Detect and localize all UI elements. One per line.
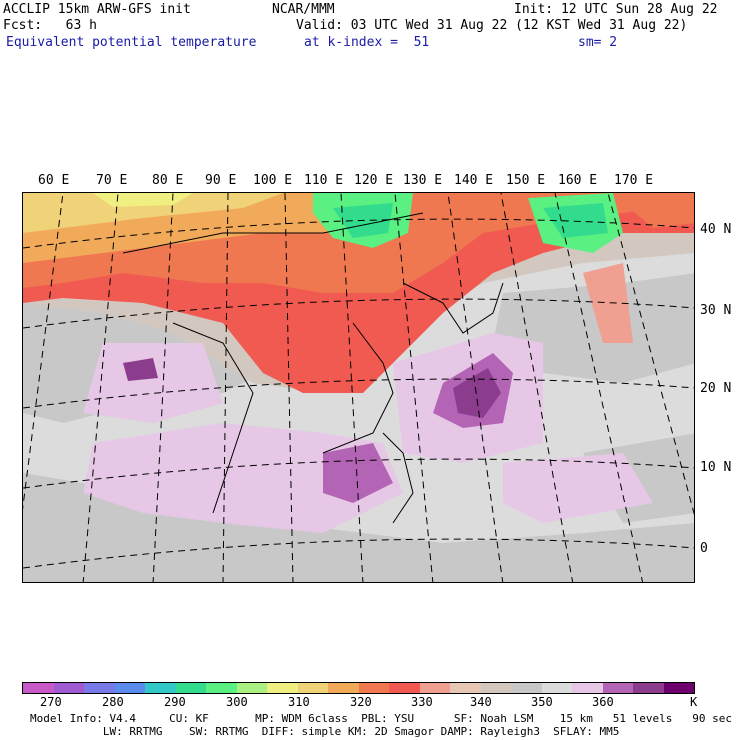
colorbar-swatch	[236, 683, 267, 693]
colorbar-swatch	[328, 683, 359, 693]
lon-label: 160 E	[558, 173, 598, 188]
colorbar-swatch	[419, 683, 450, 693]
colorbar-swatch	[450, 683, 481, 693]
lat-label: 30 N	[700, 303, 732, 318]
lat-label: 0	[700, 541, 708, 556]
institution-label: NCAR/MMM	[272, 2, 335, 17]
colorbar-swatch	[145, 683, 176, 693]
colorbar-label: 330	[411, 695, 433, 709]
colorbar-swatch	[23, 683, 54, 693]
colorbar-swatch	[389, 683, 420, 693]
colorbar-label: 310	[288, 695, 310, 709]
lon-label: 70 E	[96, 173, 128, 188]
colorbar-label: 360	[592, 695, 614, 709]
colorbar-swatch	[206, 683, 237, 693]
colorbar-swatch	[541, 683, 572, 693]
physics-info: LW: RRTMG SW: RRTMG DIFF: simple KM: 2D …	[30, 725, 620, 738]
lat-label: 10 N	[700, 460, 732, 475]
lon-label: 100 E	[253, 173, 293, 188]
colorbar-label: 290	[164, 695, 186, 709]
colorbar-swatch	[53, 683, 84, 693]
field-name: Equivalent potential temperature	[6, 35, 257, 50]
lon-label: 140 E	[454, 173, 494, 188]
k-index: at k-index = 51	[304, 35, 430, 50]
colorbar	[22, 682, 695, 694]
colorbar-swatch	[267, 683, 298, 693]
colorbar-swatch	[633, 683, 664, 693]
colorbar-swatch	[572, 683, 603, 693]
valid-time: Valid: 03 UTC Wed 31 Aug 22 (12 KST Wed …	[296, 18, 688, 33]
model-title: ACCLIP 15km ARW-GFS init	[3, 2, 191, 17]
colorbar-unit: K	[690, 695, 698, 709]
colorbar-swatch	[358, 683, 389, 693]
colorbar-swatch	[663, 683, 694, 693]
lon-label: 130 E	[403, 173, 443, 188]
lon-label: 60 E	[38, 173, 70, 188]
colorbar-swatch	[114, 683, 145, 693]
smoothing: sm= 2	[578, 35, 618, 50]
colorbar-label: 280	[102, 695, 124, 709]
colorbar-swatch	[84, 683, 115, 693]
lon-label: 90 E	[205, 173, 237, 188]
colorbar-swatch	[511, 683, 542, 693]
colorbar-label: 350	[531, 695, 553, 709]
forecast-hour: Fcst: 63 h	[3, 18, 97, 33]
lon-label: 80 E	[152, 173, 184, 188]
colorbar-swatch	[297, 683, 328, 693]
lon-label: 170 E	[614, 173, 654, 188]
init-time: Init: 12 UTC Sun 28 Aug 22	[514, 2, 718, 17]
theta-e-field	[23, 193, 694, 582]
map-panel	[22, 192, 695, 583]
lon-label: 150 E	[506, 173, 546, 188]
lon-label: 110 E	[304, 173, 344, 188]
colorbar-swatch	[480, 683, 511, 693]
colorbar-label: 320	[350, 695, 372, 709]
model-info: Model Info: V4.4 CU: KF MP: WDM 6class P…	[30, 712, 732, 725]
colorbar-label: 300	[226, 695, 248, 709]
colorbar-label: 340	[470, 695, 492, 709]
colorbar-swatch	[175, 683, 206, 693]
lat-label: 20 N	[700, 381, 732, 396]
lat-label: 40 N	[700, 222, 732, 237]
lon-label: 120 E	[354, 173, 394, 188]
colorbar-swatch	[602, 683, 633, 693]
colorbar-label: 270	[40, 695, 62, 709]
